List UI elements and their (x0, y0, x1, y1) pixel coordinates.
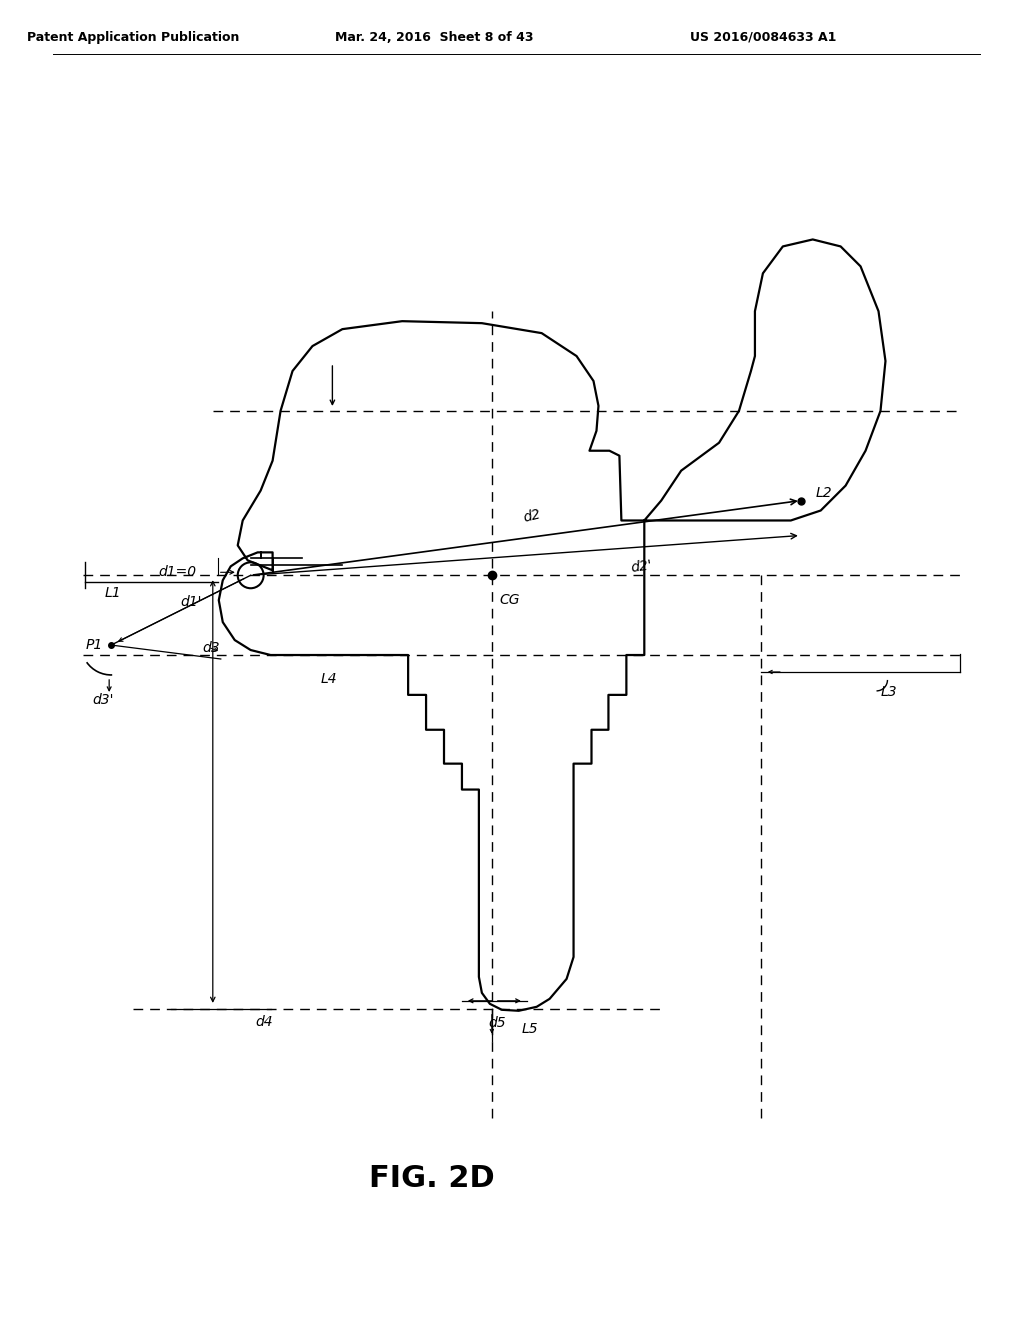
Text: d1': d1' (180, 595, 202, 610)
Text: d3': d3' (92, 693, 114, 708)
Text: P1: P1 (86, 638, 103, 652)
Text: d3: d3 (203, 642, 220, 655)
Text: L1: L1 (104, 586, 121, 601)
Text: L4: L4 (321, 672, 337, 686)
Text: L5: L5 (522, 1022, 539, 1036)
Text: CG: CG (500, 593, 520, 607)
Text: Patent Application Publication: Patent Application Publication (27, 30, 240, 44)
Text: d1=0: d1=0 (159, 565, 197, 579)
Text: d5: d5 (488, 1016, 506, 1030)
Text: d2': d2' (630, 558, 653, 576)
Text: L2: L2 (816, 486, 833, 499)
Text: d4: d4 (256, 1015, 273, 1028)
Text: FIG. 2D: FIG. 2D (370, 1164, 495, 1193)
Text: Mar. 24, 2016  Sheet 8 of 43: Mar. 24, 2016 Sheet 8 of 43 (335, 30, 534, 44)
Text: US 2016/0084633 A1: US 2016/0084633 A1 (690, 30, 836, 44)
Text: L3: L3 (881, 685, 897, 698)
Text: d2: d2 (521, 507, 542, 524)
